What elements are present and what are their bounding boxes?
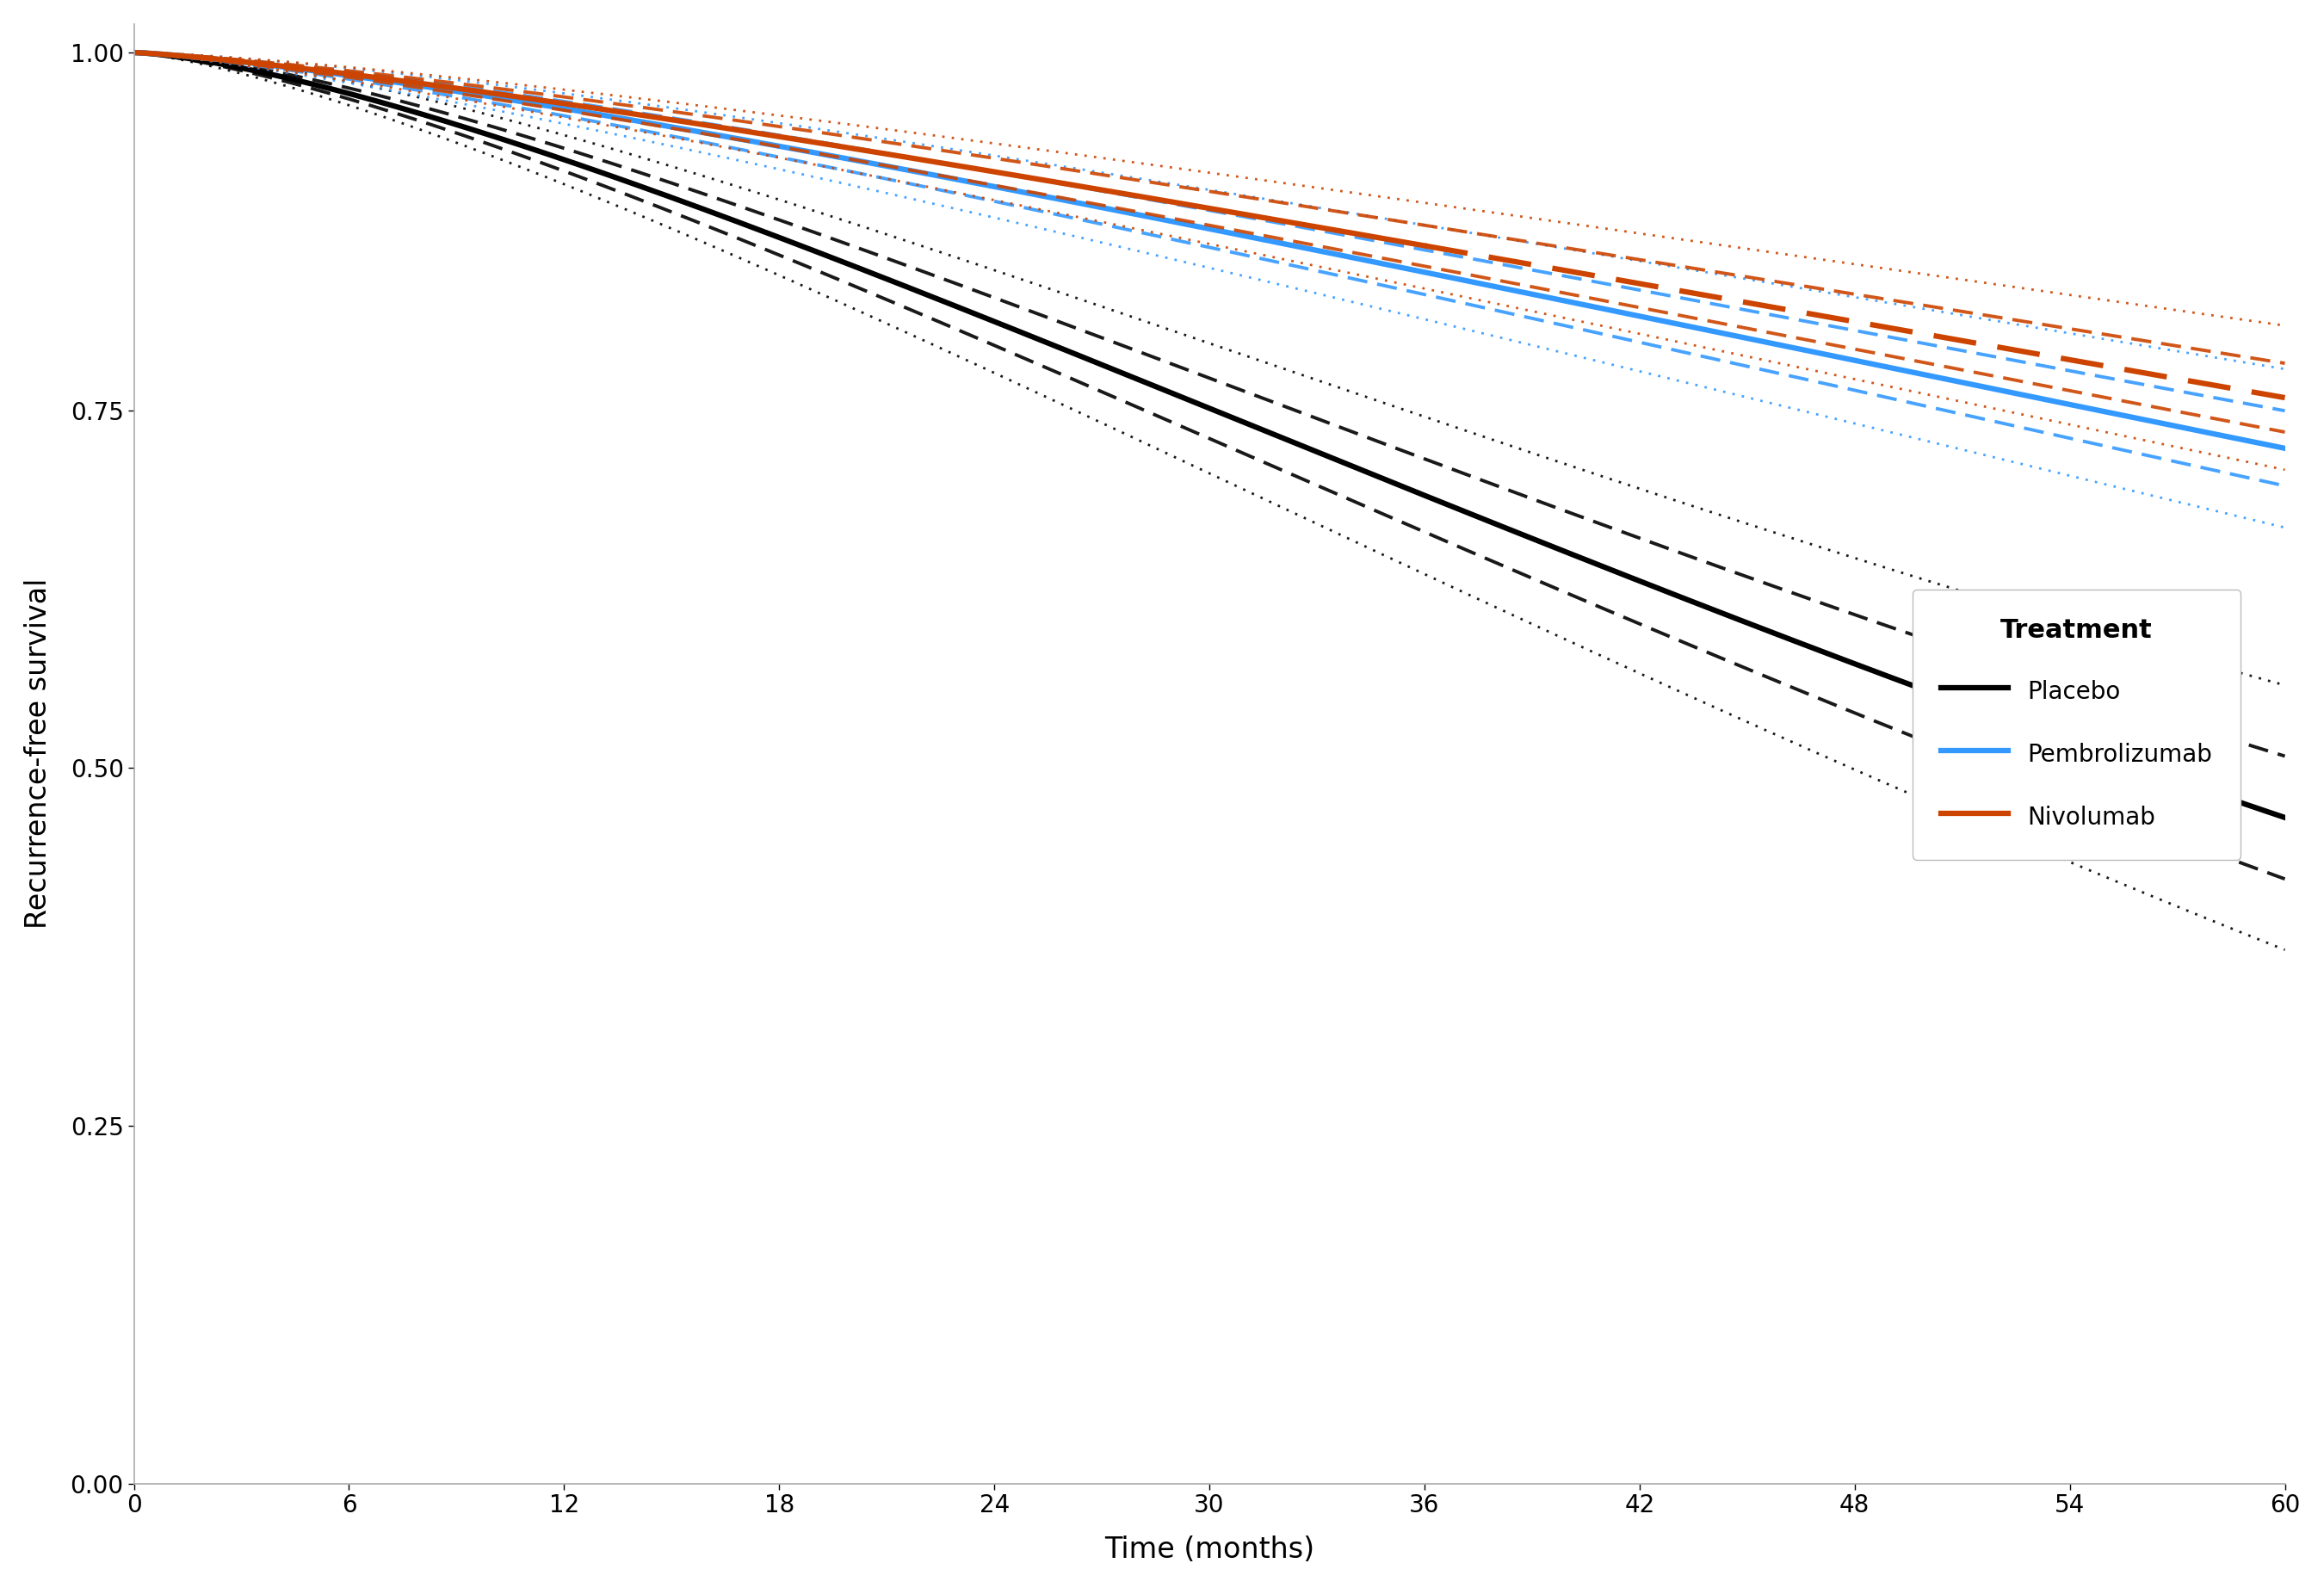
Y-axis label: Recurrence-free survival: Recurrence-free survival [23,578,53,929]
Legend: Placebo, Pembrolizumab, Nivolumab: Placebo, Pembrolizumab, Nivolumab [1913,589,2240,859]
X-axis label: Time (months): Time (months) [1104,1536,1315,1564]
